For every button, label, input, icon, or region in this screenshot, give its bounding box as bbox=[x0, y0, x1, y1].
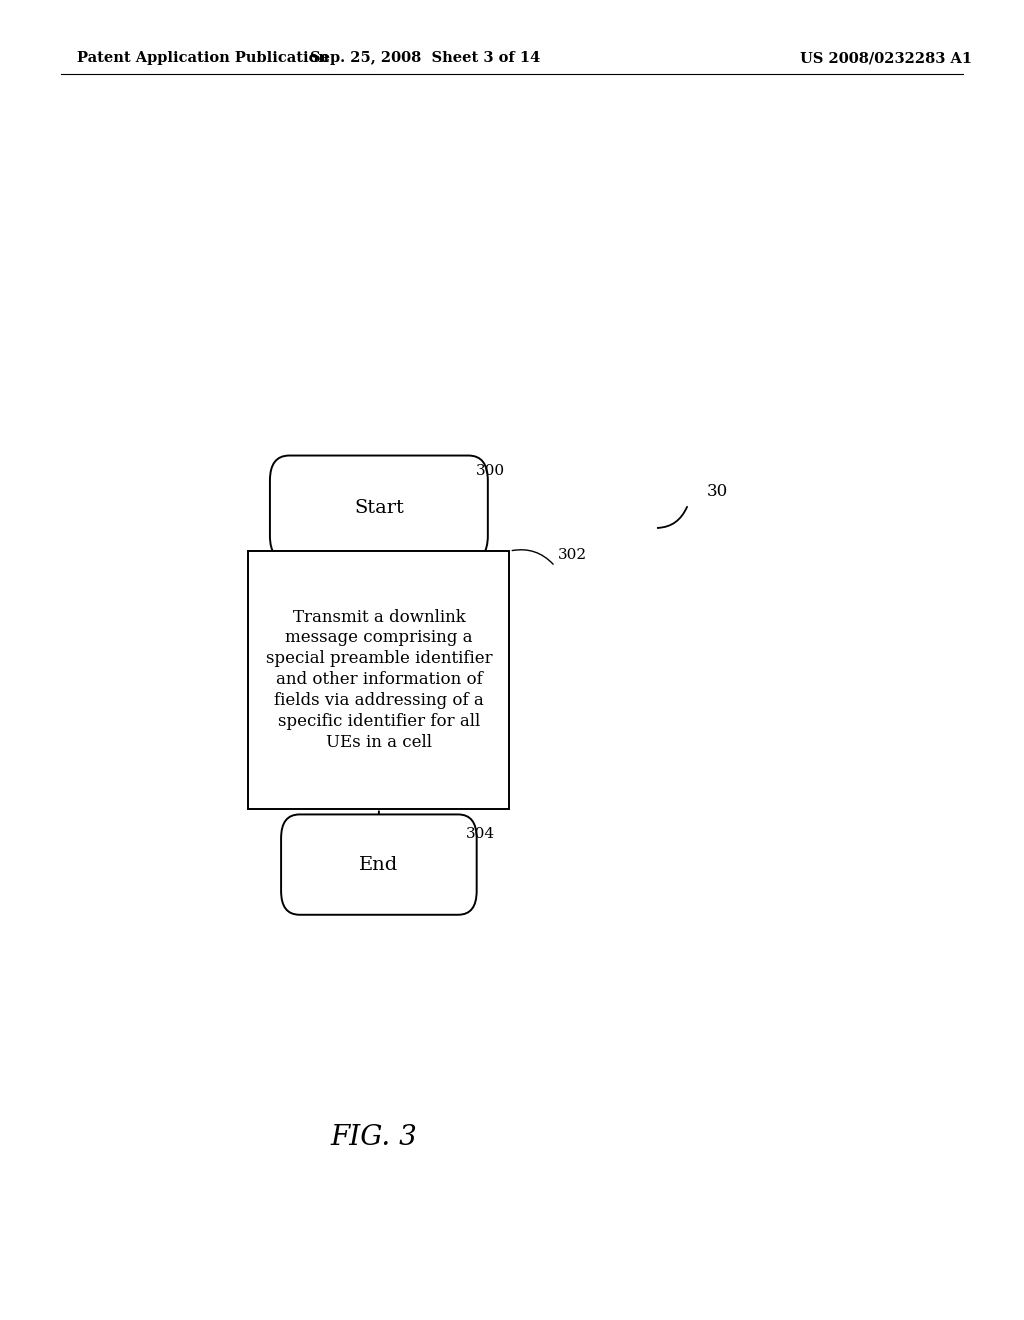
Text: Transmit a downlink
message comprising a
special preamble identifier
and other i: Transmit a downlink message comprising a… bbox=[265, 609, 493, 751]
Text: End: End bbox=[359, 855, 398, 874]
Text: 304: 304 bbox=[466, 826, 495, 841]
FancyArrowPatch shape bbox=[512, 549, 553, 564]
FancyBboxPatch shape bbox=[270, 455, 487, 561]
FancyArrowPatch shape bbox=[657, 507, 687, 528]
Text: Patent Application Publication: Patent Application Publication bbox=[77, 51, 329, 65]
Text: 300: 300 bbox=[476, 463, 505, 478]
Text: Sep. 25, 2008  Sheet 3 of 14: Sep. 25, 2008 Sheet 3 of 14 bbox=[310, 51, 540, 65]
FancyArrowPatch shape bbox=[473, 471, 475, 479]
Bar bbox=[248, 552, 510, 808]
Text: 302: 302 bbox=[558, 548, 587, 562]
Text: Start: Start bbox=[354, 499, 403, 517]
Text: US 2008/0232283 A1: US 2008/0232283 A1 bbox=[800, 51, 972, 65]
FancyBboxPatch shape bbox=[281, 814, 476, 915]
FancyArrowPatch shape bbox=[462, 829, 465, 842]
Text: 30: 30 bbox=[707, 483, 728, 499]
Text: FIG. 3: FIG. 3 bbox=[331, 1125, 417, 1151]
